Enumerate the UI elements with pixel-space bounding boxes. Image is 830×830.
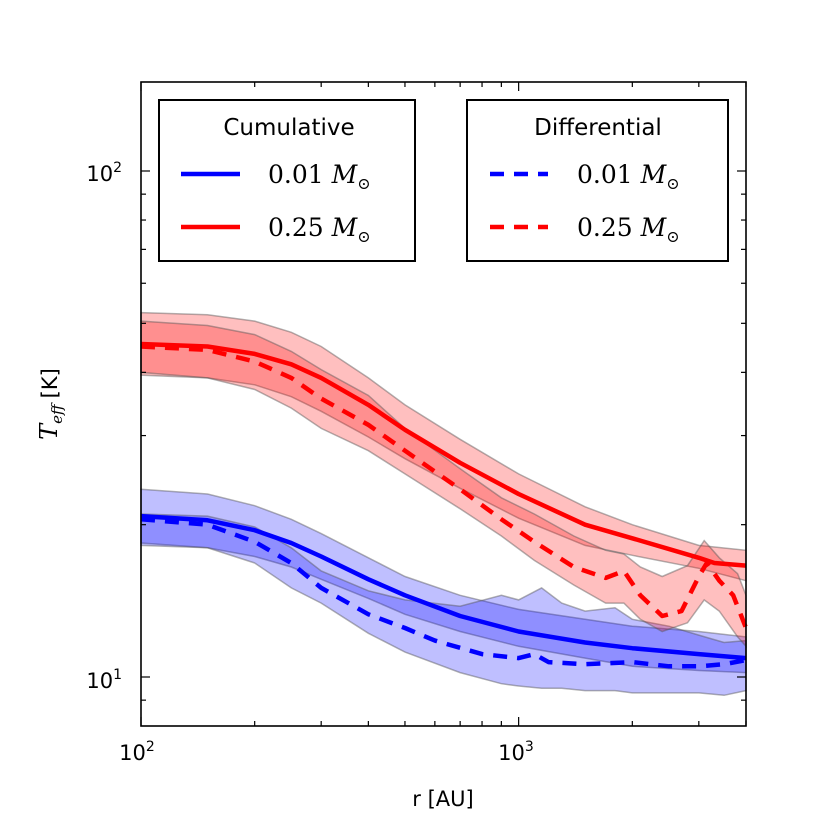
legend-cumulative-title: Cumulative	[223, 115, 354, 141]
y-tick-label-10: 101	[86, 667, 122, 693]
legend-entry-sym: M	[640, 213, 668, 242]
legend-entry-sym: M	[331, 160, 359, 189]
x-tick-label-100: 102	[119, 739, 155, 765]
legend-differential-title: Differential	[534, 115, 662, 141]
y-axis-unit: [K]	[38, 368, 62, 398]
y-tick-base: 10	[86, 162, 113, 186]
y-tick-base: 10	[86, 669, 113, 693]
legend-differential-box	[466, 99, 729, 262]
series-line-dif-001	[140, 517, 747, 669]
legend-cumulative: Cumulative 0.01 M⊙ 0.25 M⊙	[158, 99, 416, 262]
legend-entry-sub: ⊙	[666, 227, 679, 246]
lines-layer	[140, 341, 749, 669]
x-tick-exp: 3	[525, 739, 534, 755]
legend-entry-num: 0.25	[268, 213, 324, 242]
x-tick-base: 10	[119, 741, 146, 765]
legend-entry-num: 0.01	[268, 160, 324, 189]
legend-entry-sym: M	[331, 213, 359, 242]
series-line-dif-025	[140, 344, 749, 629]
x-tick-base: 10	[498, 741, 525, 765]
y-axis-label: Teff [K]	[35, 368, 66, 440]
legend-entry-cum-025: 0.25 M⊙	[268, 213, 371, 246]
bands-layer	[140, 311, 747, 697]
y-tick-exp: 2	[113, 160, 122, 176]
legend-entry-num: 0.25	[577, 213, 633, 242]
legend-entry-dif-025: 0.25 M⊙	[577, 213, 680, 246]
legend-entry-cum-001: 0.01 M⊙	[268, 160, 371, 193]
series-line-cum-001	[140, 513, 747, 661]
y-tick-exp: 1	[113, 667, 122, 683]
legend-entry-sub: ⊙	[357, 227, 370, 246]
y-axis-subscript: eff	[48, 402, 66, 424]
legend-differential: Differential 0.01 M⊙ 0.25 M⊙	[466, 99, 729, 262]
y-axis-symbol: T	[35, 422, 63, 440]
legend-entry-sub: ⊙	[357, 174, 370, 193]
legend-entry-dif-001: 0.01 M⊙	[577, 160, 680, 193]
series-line-cum-025	[140, 341, 747, 568]
legend-entry-num: 0.01	[577, 160, 633, 189]
x-axis-label: r [AU]	[412, 787, 473, 811]
y-tick-label-100: 102	[86, 160, 122, 186]
plot-frame	[140, 81, 747, 727]
x-tick-exp: 2	[146, 739, 155, 755]
legend-cumulative-box	[158, 99, 416, 262]
legend-entry-sym: M	[640, 160, 668, 189]
legend-entry-sub: ⊙	[666, 174, 679, 193]
x-tick-label-1000: 103	[498, 739, 534, 765]
